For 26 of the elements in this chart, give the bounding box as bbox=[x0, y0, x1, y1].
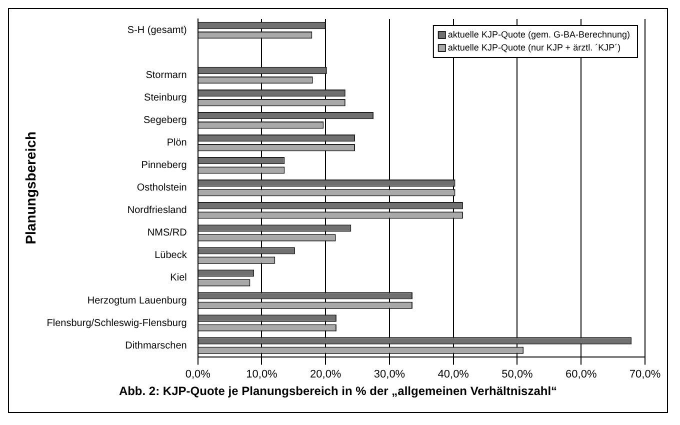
x-tick-label: 0,0% bbox=[185, 368, 211, 380]
y-tick-label: Steinburg bbox=[144, 92, 187, 104]
y-tick-label: Ostholstein bbox=[136, 182, 187, 194]
y-tick-label: Stormarn bbox=[146, 70, 187, 82]
legend-label: aktuelle KJP-Quote (nur KJP + ärztl. ´KJP´) bbox=[448, 42, 621, 52]
x-tick-label: 40,0% bbox=[438, 368, 470, 380]
x-tick-label: 50,0% bbox=[502, 368, 534, 380]
y-tick-label: Lübeck bbox=[154, 250, 188, 262]
y-tick-label: NMS/RD bbox=[147, 228, 187, 239]
y-tick-label: Herzogtum Lauenburg bbox=[87, 295, 187, 306]
legend-label: aktuelle KJP-Quote (gem. G-BA-Berechnung) bbox=[448, 29, 630, 40]
y-tick-label: S-H (gesamt) bbox=[127, 25, 187, 36]
x-tick-label: 20,0% bbox=[310, 368, 342, 380]
text: Abb. 2: KJP-Quote je Planungsbereich in % der „allgemeinen Verhältniszahl“ bbox=[118, 384, 558, 398]
y-tick-label: Kiel bbox=[170, 272, 187, 284]
y-axis-title: Planungsbereich bbox=[22, 131, 38, 244]
x-tick-label: 30,0% bbox=[374, 368, 406, 380]
y-tick-label: Plön bbox=[166, 138, 187, 149]
x-tick-label: 10,0% bbox=[246, 368, 278, 380]
y-tick-label: Dithmarschen bbox=[125, 340, 187, 352]
y-tick-label: Nordfriesland bbox=[127, 205, 187, 216]
y-tick-label: Segeberg bbox=[143, 115, 187, 126]
x-tick-label: 70,0% bbox=[629, 368, 661, 380]
x-tick-label: 60,0% bbox=[566, 368, 597, 380]
y-tick-label: Pinneberg bbox=[141, 160, 187, 172]
y-tick-label: Flensburg/Schleswig-Flensburg bbox=[46, 318, 187, 329]
